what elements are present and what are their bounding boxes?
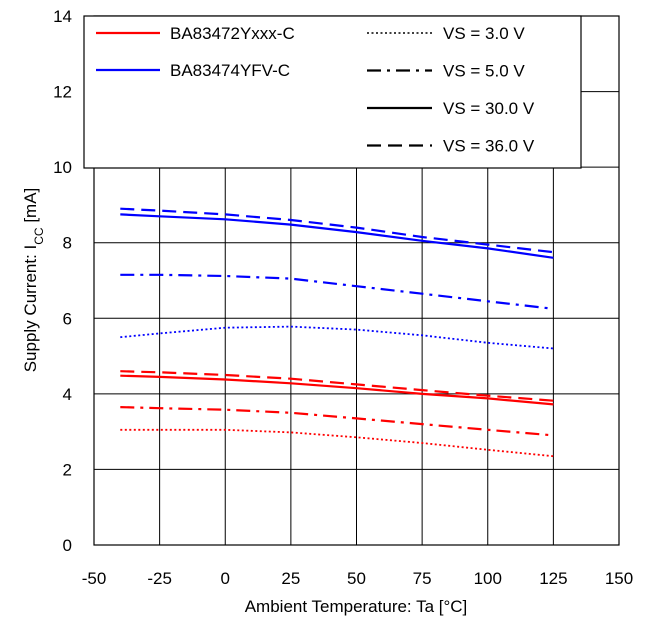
y-tick-label: 8 — [63, 234, 72, 253]
x-tick-label: 25 — [281, 569, 300, 588]
y-tick-label: 12 — [53, 83, 72, 102]
legend-box — [83, 15, 582, 169]
series-line — [120, 213, 554, 259]
legend-voltage-label: VS = 5.0 V — [443, 62, 525, 81]
y-axis-label-main: Supply Current: I — [21, 245, 40, 373]
legend-voltage-label: VS = 30.0 V — [443, 99, 535, 118]
legend-device-label: BA83474YFV-C — [170, 61, 290, 80]
y-tick-label: 4 — [63, 385, 72, 404]
x-tick-label: 125 — [539, 569, 567, 588]
x-tick-labels: -50 -25 0 25 50 75 100 125 150 — [82, 569, 633, 588]
y-tick-label: 10 — [53, 158, 72, 177]
y-tick-label: 0 — [63, 536, 72, 555]
series-line — [120, 406, 554, 437]
x-tick-label: 50 — [347, 569, 366, 588]
y-tick-label: 6 — [63, 309, 72, 328]
y-tick-labels: 0 2 4 6 8 10 12 14 — [53, 7, 72, 555]
y-tick-label: 14 — [53, 7, 72, 26]
series-lines — [120, 207, 554, 458]
series-line — [120, 273, 554, 310]
y-axis-label: Supply Current: ICC [mA] — [21, 188, 46, 373]
series-line — [120, 374, 554, 406]
x-tick-label: 150 — [605, 569, 633, 588]
y-tick-label: 2 — [63, 460, 72, 479]
legend: BA83472Yxxx-C BA83474YFV-C VS = 3.0 V VS = … — [83, 15, 582, 169]
x-tick-label: -50 — [82, 569, 107, 588]
series-line — [120, 325, 554, 350]
series-line — [120, 207, 554, 254]
series-line — [120, 370, 554, 402]
legend-voltage-label: VS = 3.0 V — [443, 24, 525, 43]
x-tick-label: 75 — [413, 569, 432, 588]
legend-voltage-label: VS = 36.0 V — [443, 137, 535, 156]
y-axis-label-unit: [mA] — [21, 188, 40, 228]
x-axis-label: Ambient Temperature: Ta [°C] — [245, 597, 468, 616]
legend-device-label: BA83472Yxxx-C — [170, 24, 295, 43]
x-tick-label: 0 — [221, 569, 230, 588]
series-line — [120, 428, 554, 458]
x-tick-label: 100 — [474, 569, 502, 588]
y-axis-label-subscript: CC — [32, 227, 46, 245]
x-tick-label: -25 — [147, 569, 172, 588]
